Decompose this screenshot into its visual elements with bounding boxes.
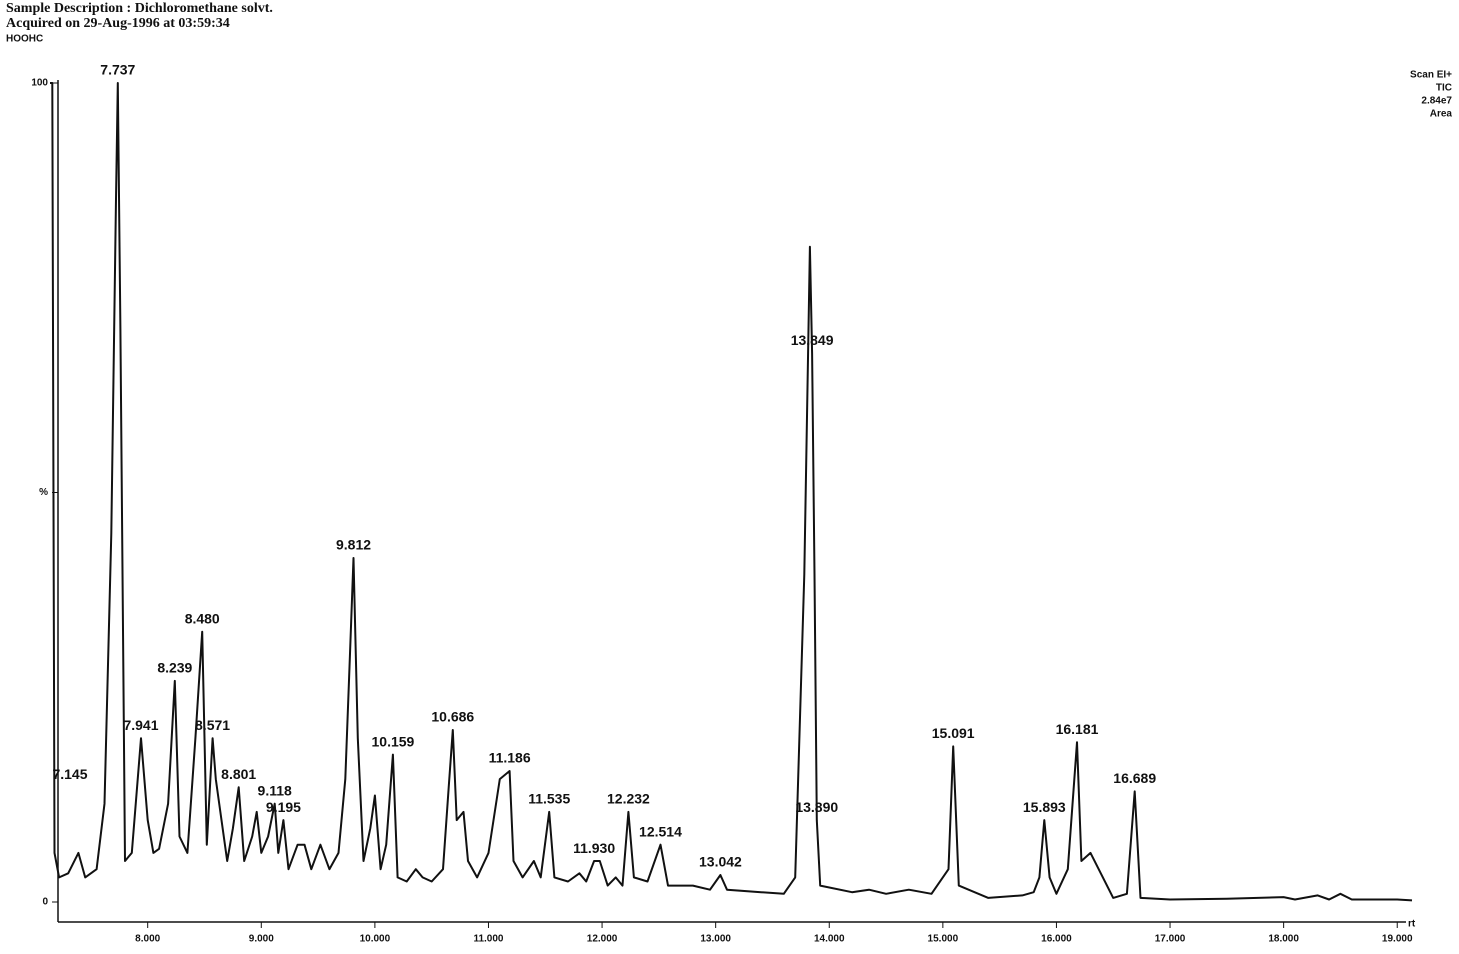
x-tick-label: 12.000 xyxy=(587,934,618,945)
x-tick-label: 16.000 xyxy=(1041,934,1072,945)
x-tick-label: 14.000 xyxy=(814,934,845,945)
peak-label: 8.480 xyxy=(185,610,220,626)
x-tick-label: 17.000 xyxy=(1155,934,1186,945)
x-tick-label: 10.000 xyxy=(360,934,391,945)
peak-label: 8.571 xyxy=(195,717,230,733)
peak-label: 7.145 xyxy=(52,766,87,782)
peak-label: 9.118 xyxy=(258,782,292,798)
x-tick-label: 13.000 xyxy=(700,934,731,945)
peak-label: 13.849 xyxy=(791,332,834,348)
side-label: Scan EI+ xyxy=(1410,70,1452,81)
trace-line xyxy=(50,82,1413,902)
peak-label: 11.535 xyxy=(528,791,570,807)
peak-label: 7.737 xyxy=(100,62,135,78)
x-tick-label: 8.000 xyxy=(135,934,160,945)
side-label: 2.84e7 xyxy=(1421,96,1452,107)
peak-label: 11.186 xyxy=(489,750,531,766)
peak-label: 15.091 xyxy=(932,725,975,741)
y-tick-label: 0 xyxy=(42,897,48,908)
peak-label: 12.514 xyxy=(639,823,682,839)
peak-label: 15.893 xyxy=(1023,799,1066,815)
peak-label: 11.930 xyxy=(573,840,615,856)
header-line: Sample Description : Dichloromethane sol… xyxy=(6,1,273,16)
x-tick-label: 19.000 xyxy=(1382,934,1413,945)
peak-label: 10.159 xyxy=(372,733,415,749)
header-line: HOOHC xyxy=(6,34,43,45)
peak-label: 10.686 xyxy=(431,709,474,725)
peak-label: 7.941 xyxy=(123,717,158,733)
side-label: TIC xyxy=(1436,83,1452,94)
peak-label: 8.239 xyxy=(157,660,192,676)
peak-label: 12.232 xyxy=(607,791,650,807)
x-tick-label: 9.000 xyxy=(249,934,274,945)
peak-label: 9.812 xyxy=(336,537,371,553)
header-line: Acquired on 29-Aug-1996 at 03:59:34 xyxy=(6,16,230,31)
peak-label: 9.195 xyxy=(266,799,301,815)
y-tick-label: 100 xyxy=(31,78,48,89)
x-tick-label: 15.000 xyxy=(928,934,959,945)
x-axis-label: rt xyxy=(1408,919,1416,930)
peak-label: 8.801 xyxy=(221,766,256,782)
x-tick-label: 11.000 xyxy=(473,934,503,945)
peak-label: 16.689 xyxy=(1113,770,1156,786)
peak-label: 13.042 xyxy=(699,854,742,870)
side-label: Area xyxy=(1430,109,1453,120)
peak-label: 13.890 xyxy=(795,799,838,815)
x-tick-label: 18.000 xyxy=(1268,934,1299,945)
y-tick-label: % xyxy=(39,487,48,498)
peak-label: 16.181 xyxy=(1056,721,1099,737)
